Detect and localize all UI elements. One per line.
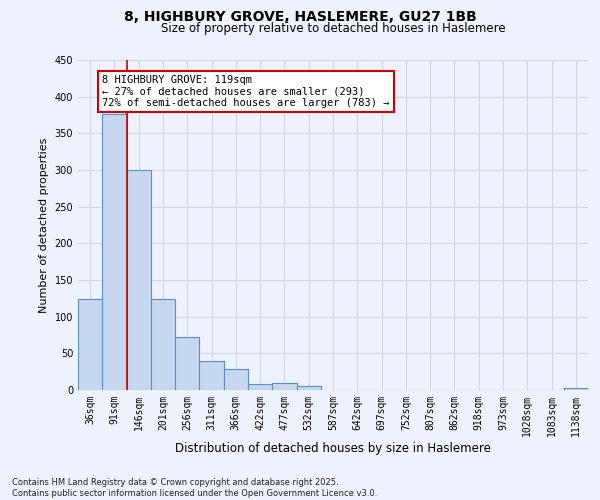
Text: 8 HIGHBURY GROVE: 119sqm
← 27% of detached houses are smaller (293)
72% of semi-: 8 HIGHBURY GROVE: 119sqm ← 27% of detach… <box>102 74 390 108</box>
Bar <box>224 370 248 390</box>
Bar <box>199 360 224 390</box>
Bar <box>272 382 296 390</box>
Bar <box>102 114 127 390</box>
Bar <box>175 337 199 390</box>
Bar <box>248 384 272 390</box>
Bar <box>151 299 175 390</box>
Y-axis label: Number of detached properties: Number of detached properties <box>39 138 49 312</box>
Bar <box>296 386 321 390</box>
Text: Contains HM Land Registry data © Crown copyright and database right 2025.
Contai: Contains HM Land Registry data © Crown c… <box>12 478 377 498</box>
Bar <box>564 388 588 390</box>
X-axis label: Distribution of detached houses by size in Haslemere: Distribution of detached houses by size … <box>175 442 491 454</box>
Bar <box>127 170 151 390</box>
Bar <box>78 299 102 390</box>
Title: Size of property relative to detached houses in Haslemere: Size of property relative to detached ho… <box>161 22 505 35</box>
Text: 8, HIGHBURY GROVE, HASLEMERE, GU27 1BB: 8, HIGHBURY GROVE, HASLEMERE, GU27 1BB <box>124 10 476 24</box>
